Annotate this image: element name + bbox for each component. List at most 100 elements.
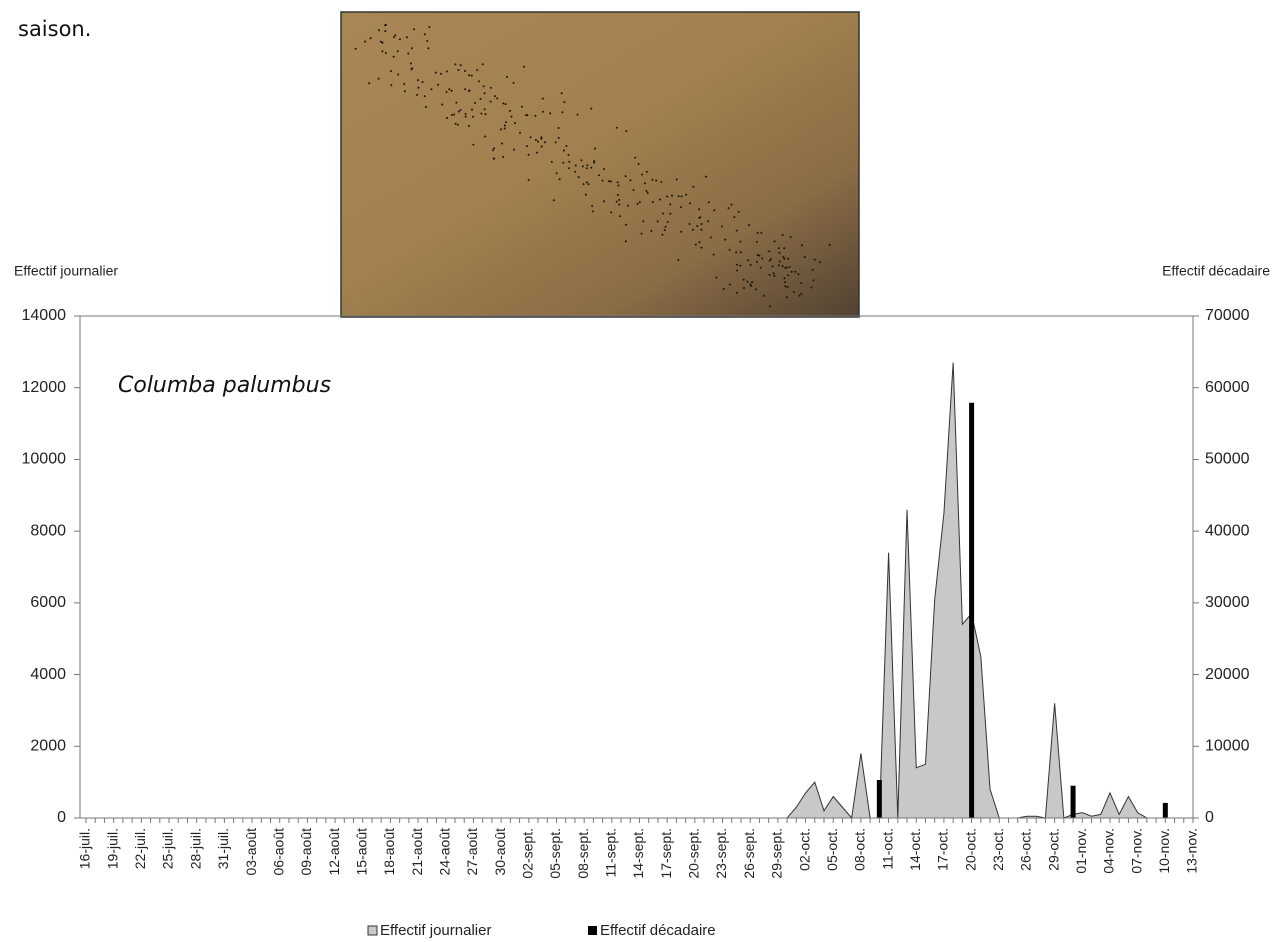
bird [632, 189, 635, 191]
bird [735, 229, 738, 232]
bird [661, 233, 664, 236]
bird [828, 243, 831, 246]
bird [696, 225, 699, 227]
bird [615, 126, 618, 129]
x-tick-label: 03-août [243, 828, 259, 876]
bird [781, 265, 784, 268]
bird [506, 76, 508, 78]
bird [704, 175, 707, 178]
bird [785, 296, 788, 299]
bird [567, 153, 570, 156]
bird [794, 270, 797, 273]
bird [354, 47, 357, 50]
bird [585, 181, 588, 184]
bird [534, 114, 537, 117]
y-tick-label: 6000 [30, 594, 66, 611]
y2-tick-label: 40000 [1205, 522, 1250, 539]
bird [773, 274, 776, 277]
bird [568, 167, 571, 170]
x-tick-label: 15-août [353, 828, 369, 876]
x-tick-label: 23-sept. [713, 828, 729, 879]
bird [784, 266, 787, 269]
x-tick-label: 26-oct. [1018, 828, 1034, 871]
bird [554, 141, 557, 144]
bird [651, 178, 654, 181]
y-axis-title: Effectif journalier [14, 263, 118, 279]
bird [476, 69, 479, 71]
bird [464, 70, 467, 72]
bird [479, 98, 482, 100]
bird [810, 286, 813, 289]
bird [457, 69, 460, 71]
bird [651, 201, 654, 204]
bird [550, 160, 553, 163]
bird [428, 26, 431, 29]
x-tick-label: 25-juil. [160, 828, 176, 869]
bird [519, 131, 521, 134]
bird [493, 95, 496, 98]
bar [969, 402, 975, 818]
bird [437, 83, 440, 86]
bird [421, 81, 424, 83]
bird [698, 208, 701, 211]
bird [754, 288, 757, 291]
bird [590, 166, 593, 169]
x-tick-label: 11-sept. [603, 828, 619, 878]
species-annotation: Columba palumbus [118, 373, 331, 398]
bird [426, 40, 429, 42]
bird [800, 292, 803, 295]
bar [1162, 802, 1168, 818]
bird [768, 305, 771, 308]
bird [739, 251, 742, 254]
bird [664, 225, 667, 228]
bird [660, 181, 663, 183]
bird [557, 127, 560, 129]
bird [525, 114, 527, 117]
bird [587, 183, 590, 186]
bird [655, 179, 658, 182]
bird [735, 251, 738, 254]
bird [756, 231, 759, 234]
bird [484, 135, 487, 138]
bird [625, 223, 628, 226]
bird [634, 156, 637, 159]
bird [459, 64, 462, 67]
bird [625, 130, 628, 133]
y-tick-label: 10000 [22, 451, 67, 468]
x-tick-label: 28-juil. [187, 828, 203, 869]
bird [758, 254, 761, 257]
bird [694, 243, 697, 246]
bird [540, 136, 543, 139]
bird [503, 127, 506, 130]
bird [645, 170, 648, 173]
bird [666, 195, 669, 198]
bird [772, 272, 775, 275]
bird [378, 29, 380, 32]
bird [501, 142, 503, 145]
bird [552, 199, 555, 202]
legend-swatch [367, 925, 378, 936]
bird [666, 220, 669, 223]
bird [713, 209, 716, 212]
bird [645, 190, 648, 192]
legend-swatch [588, 926, 597, 935]
bird [455, 101, 458, 104]
x-tick-label: 24-août [436, 828, 452, 876]
bird [724, 238, 727, 241]
bird [707, 201, 710, 204]
x-tick-label: 17-oct. [935, 828, 951, 871]
photo-frame [340, 11, 860, 318]
y2-tick-label: 50000 [1205, 451, 1250, 468]
bird [394, 34, 397, 37]
bird [525, 145, 528, 148]
photo [340, 11, 860, 318]
bird [543, 141, 546, 144]
x-tick-label: 02-oct. [796, 828, 812, 871]
bird [616, 194, 619, 196]
bird [474, 102, 476, 104]
bird [446, 70, 448, 73]
bird [590, 107, 593, 110]
bird [500, 128, 502, 131]
bird [763, 294, 766, 297]
bird [610, 211, 613, 214]
